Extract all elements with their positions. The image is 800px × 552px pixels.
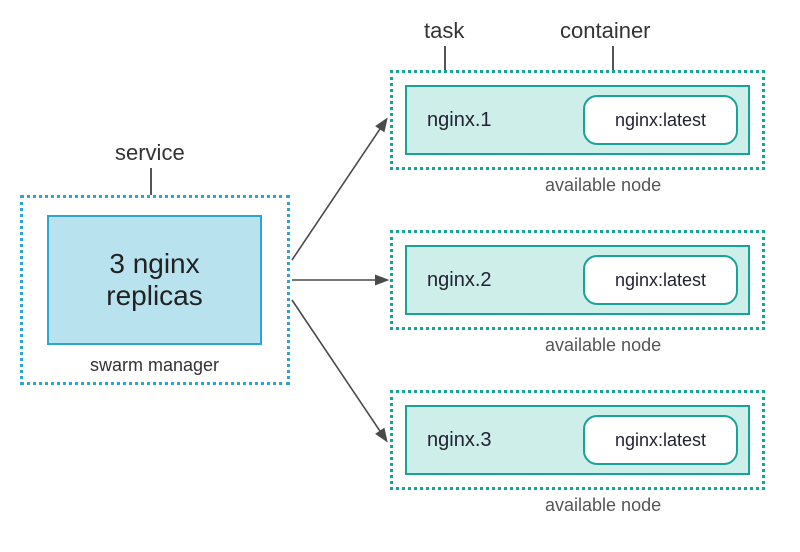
label-container: container <box>560 18 651 44</box>
container-label-3: nginx:latest <box>615 430 706 451</box>
task-box-1: nginx.1 nginx:latest <box>405 85 750 155</box>
container-box-2: nginx:latest <box>583 255 738 305</box>
task-label-2: nginx.2 <box>427 269 492 292</box>
arrow-3 <box>292 300 386 440</box>
swarm-manager-caption: swarm manager <box>90 355 219 376</box>
available-node-2: nginx.2 nginx:latest <box>390 230 765 330</box>
node-caption-2: available node <box>545 335 661 356</box>
service-box: 3 nginx replicas <box>47 215 262 345</box>
available-node-1: nginx.1 nginx:latest <box>390 70 765 170</box>
container-box-3: nginx:latest <box>583 415 738 465</box>
task-box-2: nginx.2 nginx:latest <box>405 245 750 315</box>
arrow-1 <box>292 120 386 260</box>
container-label-1: nginx:latest <box>615 110 706 131</box>
available-node-3: nginx.3 nginx:latest <box>390 390 765 490</box>
label-service: service <box>115 140 185 166</box>
container-label-2: nginx:latest <box>615 270 706 291</box>
task-label-1: nginx.1 <box>427 109 492 132</box>
container-box-1: nginx:latest <box>583 95 738 145</box>
service-text: 3 nginx replicas <box>106 248 202 312</box>
node-caption-3: available node <box>545 495 661 516</box>
task-box-3: nginx.3 nginx:latest <box>405 405 750 475</box>
node-caption-1: available node <box>545 175 661 196</box>
task-label-3: nginx.3 <box>427 429 492 452</box>
label-task: task <box>424 18 464 44</box>
